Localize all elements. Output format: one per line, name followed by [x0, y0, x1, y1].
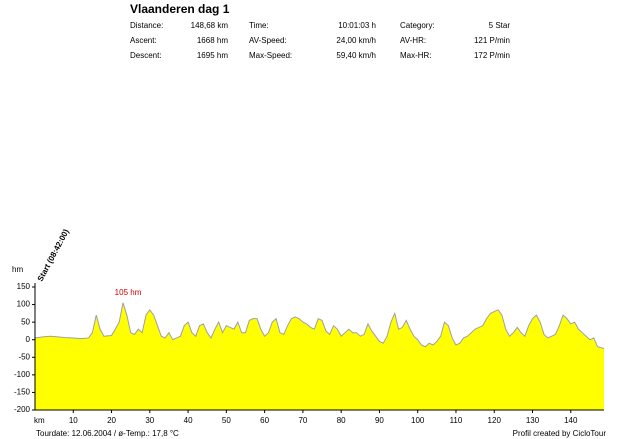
stat-label: Ascent:	[130, 36, 157, 45]
y-tick-label: 100	[17, 300, 31, 309]
x-tick-label: 70	[298, 416, 307, 425]
stat-label: Distance:	[130, 21, 163, 30]
stat-value: 121 P/min	[474, 36, 510, 45]
x-tick-label: 60	[260, 416, 269, 425]
footer-left: Tourdate: 12.06.2004 / ø-Temp.: 17,8 °C	[36, 429, 179, 438]
stat-value: 172 P/min	[474, 51, 510, 60]
stat-value: 148,68 km	[191, 21, 229, 30]
stat-value: 1668 hm	[197, 36, 228, 45]
stat-label: Category:	[400, 21, 435, 30]
area-fill	[35, 302, 604, 410]
stat-label: AV-HR:	[400, 36, 426, 45]
y-axis-label: hm	[12, 265, 23, 274]
x-tick-label: 80	[337, 416, 346, 425]
x-tick-label: 20	[107, 416, 116, 425]
stat-value: 5 Star	[489, 21, 511, 30]
x-tick-label: 50	[222, 416, 231, 425]
x-tick-label: 90	[375, 416, 384, 425]
footer-right: Profil created by CicloTour	[513, 429, 607, 438]
stat-label: Max-Speed:	[249, 51, 292, 60]
stat-label: AV-Speed:	[249, 36, 287, 45]
y-tick-label: -200	[14, 405, 31, 414]
start-label: Start (08:42:00)	[36, 227, 71, 283]
stat-value: 24,00 km/h	[336, 36, 376, 45]
x-axis-label: km	[34, 416, 45, 425]
y-tick-label: -150	[14, 388, 31, 397]
stat-label: Time:	[249, 21, 269, 30]
x-tick-label: 40	[184, 416, 193, 425]
stat-value: 1695 hm	[197, 51, 228, 60]
stat-value: 59,40 km/h	[336, 51, 376, 60]
y-tick-label: -100	[14, 370, 31, 379]
x-tick-label: 10	[69, 416, 78, 425]
x-tick-label: 100	[411, 416, 425, 425]
y-tick-label: 150	[17, 282, 31, 291]
y-tick-label: -50	[18, 352, 30, 361]
stat-value: 10:01:03 h	[338, 21, 376, 30]
x-tick-label: 110	[450, 416, 463, 425]
x-tick-label: 30	[145, 416, 154, 425]
y-tick-label: 0	[26, 335, 31, 344]
peak-label: 105 hm	[115, 288, 142, 297]
stat-label: Descent:	[130, 51, 162, 60]
y-tick-label: 50	[21, 317, 30, 326]
profile-line	[34, 302, 605, 349]
x-tick-label: 140	[564, 416, 578, 425]
stat-label: Max-HR:	[400, 51, 432, 60]
x-tick-label: 120	[488, 416, 502, 425]
chart-title: Vlaanderen dag 1	[130, 2, 230, 16]
x-tick-label: 130	[526, 416, 540, 425]
